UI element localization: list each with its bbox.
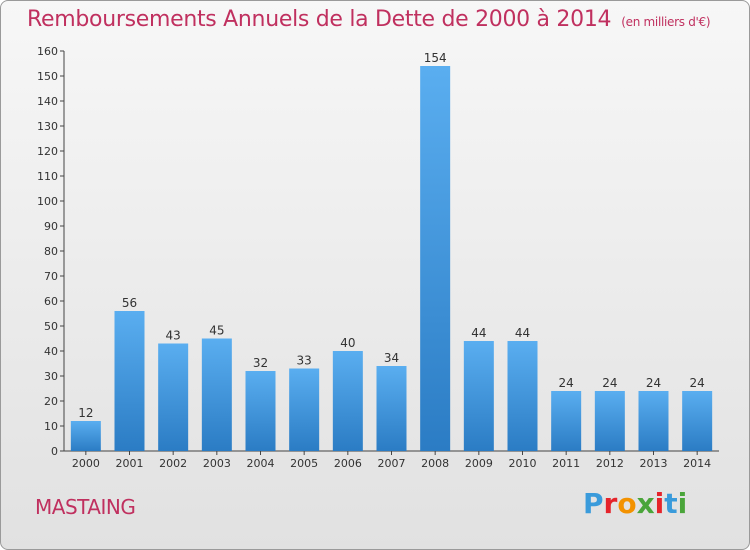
y-tick-label: 60 xyxy=(44,295,58,308)
bar xyxy=(332,351,363,451)
data-label: 34 xyxy=(384,351,399,365)
data-label: 44 xyxy=(515,326,530,340)
bar xyxy=(114,311,145,451)
bar xyxy=(507,341,538,451)
y-tick-label: 30 xyxy=(44,370,58,383)
chart-title-text: Remboursements Annuels de la Dette de 20… xyxy=(27,7,612,32)
x-tick-label: 2012 xyxy=(596,457,624,470)
data-label: 154 xyxy=(424,51,447,65)
x-tick-label: 2007 xyxy=(378,457,406,470)
y-tick-label: 140 xyxy=(37,95,58,108)
data-label: 45 xyxy=(209,324,224,338)
y-tick-label: 10 xyxy=(44,420,58,433)
logo-letter: o xyxy=(617,487,637,520)
chart-title: Remboursements Annuels de la Dette de 20… xyxy=(27,7,711,32)
x-tick-label: 2002 xyxy=(159,457,187,470)
bar xyxy=(376,366,407,451)
y-tick-label: 0 xyxy=(51,445,58,458)
y-tick-label: 90 xyxy=(44,220,58,233)
proxiti-logo: Proxiti xyxy=(583,487,687,520)
place-name: MASTAING xyxy=(35,495,136,519)
x-tick-label: 2005 xyxy=(290,457,318,470)
bar xyxy=(420,66,451,451)
x-tick-label: 2003 xyxy=(203,457,231,470)
bar xyxy=(158,343,189,451)
x-tick-label: 2014 xyxy=(683,457,711,470)
y-tick-label: 110 xyxy=(37,170,58,183)
y-tick-label: 70 xyxy=(44,270,58,283)
x-tick-label: 2013 xyxy=(640,457,668,470)
data-label: 24 xyxy=(690,376,705,390)
data-label: 24 xyxy=(559,376,574,390)
data-label: 40 xyxy=(340,336,355,350)
x-tick-label: 2011 xyxy=(552,457,580,470)
x-tick-label: 2004 xyxy=(247,457,275,470)
logo-letter: x xyxy=(636,487,655,520)
x-tick-label: 2000 xyxy=(72,457,100,470)
bar xyxy=(551,391,582,451)
y-tick-label: 80 xyxy=(44,245,58,258)
x-tick-label: 2001 xyxy=(116,457,144,470)
bar xyxy=(638,391,669,451)
data-label: 32 xyxy=(253,356,268,370)
y-tick-label: 120 xyxy=(37,145,58,158)
data-label: 24 xyxy=(602,376,617,390)
chart-unit: (en milliers d'€) xyxy=(621,15,711,29)
data-label: 24 xyxy=(646,376,661,390)
y-tick-label: 150 xyxy=(37,70,58,83)
y-tick-label: 50 xyxy=(44,320,58,333)
data-label: 12 xyxy=(78,406,93,420)
logo-letter: i xyxy=(654,487,665,520)
bar xyxy=(245,371,276,451)
y-tick-label: 20 xyxy=(44,395,58,408)
y-tick-label: 160 xyxy=(37,45,58,58)
data-label: 33 xyxy=(297,354,312,368)
x-tick-label: 2009 xyxy=(465,457,493,470)
bar xyxy=(289,368,320,451)
x-tick-label: 2008 xyxy=(421,457,449,470)
data-label: 44 xyxy=(471,326,486,340)
bar xyxy=(201,338,232,451)
logo-letter: r xyxy=(603,487,618,520)
y-tick-label: 40 xyxy=(44,345,58,358)
y-tick-label: 100 xyxy=(37,195,58,208)
bar xyxy=(70,421,101,451)
data-label: 56 xyxy=(122,296,137,310)
bar xyxy=(594,391,625,451)
data-label: 43 xyxy=(166,329,181,343)
y-tick-label: 130 xyxy=(37,120,58,133)
logo-letter: i xyxy=(677,487,688,520)
x-tick-label: 2006 xyxy=(334,457,362,470)
bar xyxy=(682,391,713,451)
bar xyxy=(463,341,494,451)
x-tick-label: 2010 xyxy=(509,457,537,470)
logo-letter: t xyxy=(664,487,678,520)
logo-letter: P xyxy=(583,487,604,520)
